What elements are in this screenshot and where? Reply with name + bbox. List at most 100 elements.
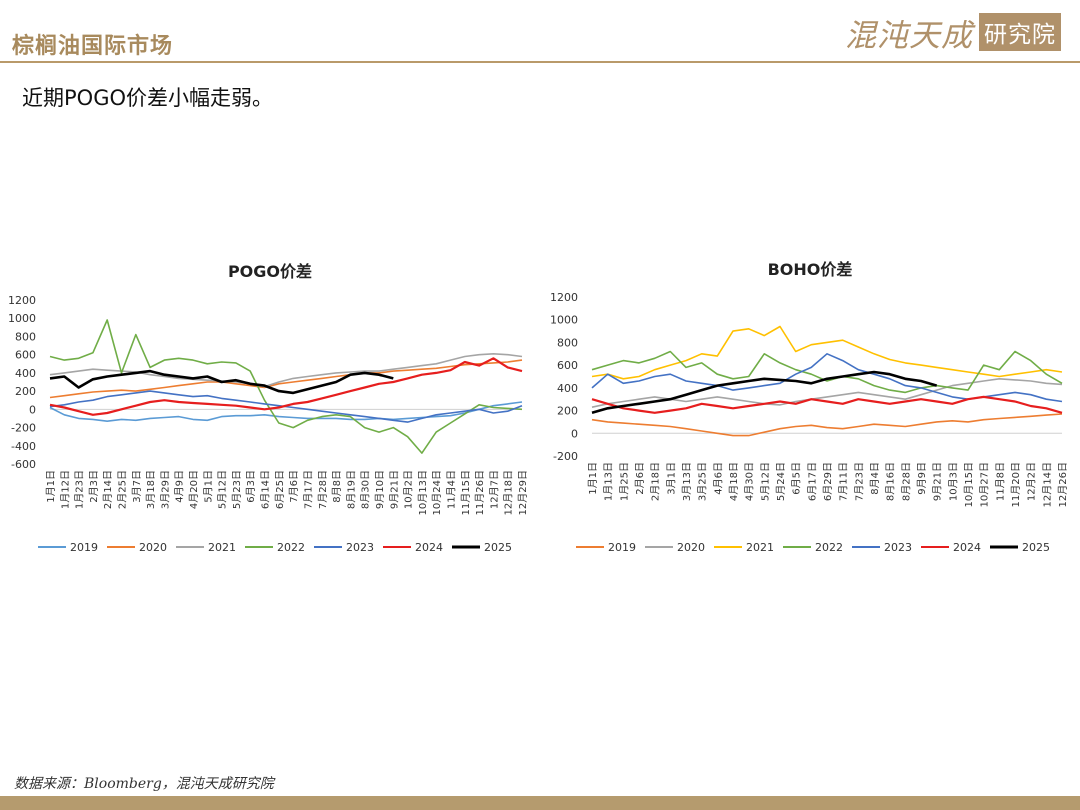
x-tick-label: 6月17日 (806, 462, 818, 501)
legend-label-2022: 2022 (277, 541, 305, 554)
legend-label-2025: 2025 (1022, 541, 1050, 554)
y-tick-label: 200 (557, 405, 578, 418)
page-header: 棕榈油国际市场 混沌天成 研究院 (0, 0, 1080, 63)
x-tick-label: 7月17日 (302, 470, 314, 509)
x-tick-label: 6月29日 (822, 462, 834, 501)
x-tick-label: 12月26日 (1057, 462, 1069, 507)
x-tick-label: 5月12日 (217, 470, 229, 509)
y-tick-label: -600 (11, 458, 36, 471)
legend-label-2024: 2024 (953, 541, 981, 554)
logo-box-text: 研究院 (979, 13, 1061, 51)
x-tick-label: 6月5日 (791, 462, 803, 495)
y-tick-label: 400 (15, 367, 36, 380)
x-tick-label: 12月2日 (1026, 462, 1038, 501)
y-tick-label: 1000 (550, 314, 578, 327)
x-tick-label: 4月30日 (744, 462, 756, 501)
legend-label-2023: 2023 (346, 541, 374, 554)
x-tick-label: 4月20日 (188, 470, 200, 509)
legend-label-2019: 2019 (70, 541, 98, 554)
x-tick-label: 8月19日 (345, 470, 357, 509)
x-tick-label: 8月8日 (331, 470, 343, 503)
y-tick-label: 1200 (8, 294, 36, 307)
x-tick-label: 2月3日 (88, 470, 100, 503)
legend-label-2021: 2021 (746, 541, 774, 554)
x-tick-label: 11月15日 (460, 470, 472, 515)
x-tick-label: 1月13日 (603, 462, 615, 501)
y-tick-label: 800 (15, 330, 36, 343)
legend-label-2024: 2024 (415, 541, 443, 554)
pogo-chart-title: POGO价差 (227, 262, 313, 281)
legend-label-2021: 2021 (208, 541, 236, 554)
x-tick-label: 7月11日 (838, 462, 850, 501)
x-tick-label: 3月18日 (145, 470, 157, 509)
boho-chart-svg: -200 0 200 400 600 800 1000 1200 1月1日 1月13日 1月25日 2… (550, 291, 1069, 554)
series-line-2019 (49, 401, 523, 422)
x-tick-label: 1月23日 (74, 470, 86, 509)
y-tick-label: -400 (11, 440, 36, 453)
x-tick-label: 9月21日 (932, 462, 944, 501)
series-line-2024 (591, 395, 1063, 414)
x-tick-label: 10月13日 (417, 470, 429, 515)
x-tick-label: 3月7日 (131, 470, 143, 503)
header-divider (0, 61, 1080, 63)
legend-label-2025: 2025 (484, 541, 512, 554)
pogo-chart-svg: -600 -400 -200 0 200 400 600 800 1000 1200 1月1日 1月1… (8, 294, 529, 554)
legend-label-2019: 2019 (608, 541, 636, 554)
x-tick-label: 12月7日 (488, 470, 500, 509)
x-tick-label: 7月28日 (317, 470, 329, 509)
x-tick-label: 2月18日 (650, 462, 662, 501)
x-tick-label: 8月30日 (360, 470, 372, 509)
x-tick-label: 3月25日 (697, 462, 709, 501)
series-line-2022 (591, 350, 1063, 394)
series-line-2019 (591, 413, 1063, 437)
x-tick-label: 10月27日 (979, 462, 991, 507)
x-tick-label: 11月20日 (1010, 462, 1022, 507)
x-tick-label: 1月1日 (45, 470, 57, 503)
x-tick-label: 6月14日 (260, 470, 272, 509)
x-tick-label: 7月23日 (853, 462, 865, 501)
y-tick-label: -200 (11, 422, 36, 435)
x-tick-label: 5月1日 (202, 470, 214, 503)
x-tick-label: 11月8日 (994, 462, 1006, 501)
legend-label-2020: 2020 (139, 541, 167, 554)
y-tick-label: 0 (571, 427, 578, 440)
x-tick-label: 10月15日 (963, 462, 975, 507)
x-tick-label: 3月1日 (665, 462, 677, 495)
x-tick-label: 6月25日 (274, 470, 286, 509)
y-tick-label: 800 (557, 336, 578, 349)
x-tick-label: 12月29日 (517, 470, 529, 515)
x-tick-label: 9月21日 (388, 470, 400, 509)
brand-logo: 混沌天成 研究院 (845, 12, 1061, 54)
x-tick-label: 7月6日 (288, 470, 300, 503)
x-tick-label: 1月12日 (59, 470, 71, 509)
x-tick-label: 5月23日 (231, 470, 243, 509)
x-tick-label: 6月3日 (245, 470, 257, 503)
y-tick-label: 400 (557, 382, 578, 395)
slide-subtitle: 近期POGO价差小幅走弱。 (22, 86, 273, 110)
y-tick-label: -200 (553, 450, 578, 463)
x-tick-label: 2月14日 (102, 470, 114, 509)
x-tick-label: 5月12日 (759, 462, 771, 501)
series-line-2020 (591, 378, 1063, 408)
boho-chart: BOHO价差 -200 0 200 400 600 800 1000 1200 1月1日 1月13… (540, 250, 1080, 570)
series-line-2025 (49, 369, 394, 395)
boho-chart-title: BOHO价差 (767, 260, 853, 279)
legend-label-2022: 2022 (815, 541, 843, 554)
series-line-2024 (49, 357, 523, 416)
x-tick-label: 12月18日 (503, 470, 515, 515)
y-tick-label: 1000 (8, 312, 36, 325)
x-tick-label: 9月10日 (374, 470, 386, 509)
x-tick-label: 1月1日 (587, 462, 599, 495)
series-line-2021 (49, 353, 523, 388)
legend-label-2020: 2020 (677, 541, 705, 554)
page-title: 棕榈油国际市场 (12, 33, 174, 59)
x-tick-label: 10月24日 (431, 470, 443, 515)
x-tick-label: 2月25日 (117, 470, 129, 509)
x-tick-label: 8月4日 (869, 462, 881, 495)
x-tick-label: 5月24日 (775, 462, 787, 501)
y-tick-label: 0 (29, 403, 36, 416)
x-tick-label: 11月26日 (474, 470, 486, 515)
series-line-2025 (591, 370, 938, 415)
x-tick-label: 9月9日 (916, 462, 928, 495)
y-tick-label: 200 (15, 385, 36, 398)
